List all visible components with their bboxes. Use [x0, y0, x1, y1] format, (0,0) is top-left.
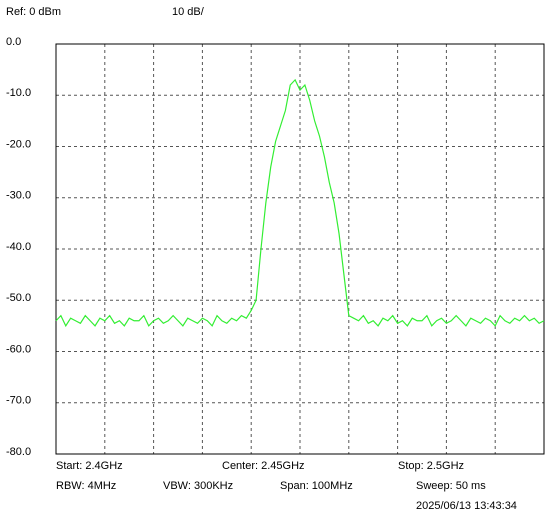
stop-freq: Stop: 2.5GHz [398, 460, 464, 472]
y-tick-label: -70.0 [6, 395, 31, 407]
trace [55, 78, 545, 328]
y-tick-label: -10.0 [6, 87, 31, 99]
y-tick-label: -20.0 [6, 138, 31, 150]
scale-per-div: 10 dB/ [172, 6, 205, 18]
start-freq: Start: 2.4GHz [56, 460, 123, 472]
ref-level: Ref: 0 dBm [6, 6, 61, 18]
plot-frame [55, 43, 545, 455]
rbw: RBW: 4MHz [56, 480, 116, 492]
y-tick-label: -40.0 [6, 241, 31, 253]
y-tick-label: -80.0 [6, 446, 31, 458]
sweep: Sweep: 50 ms [416, 480, 486, 492]
y-tick-label: -60.0 [6, 343, 31, 355]
timestamp: 2025/06/13 13:43:34 [416, 500, 517, 512]
y-tick-label: -30.0 [6, 190, 31, 202]
y-tick-label: 0.0 [6, 36, 21, 48]
span: Span: 100MHz [280, 480, 353, 492]
vbw: VBW: 300KHz [163, 480, 233, 492]
y-tick-label: -50.0 [6, 292, 31, 304]
center-freq: Center: 2.45GHz [222, 460, 305, 472]
